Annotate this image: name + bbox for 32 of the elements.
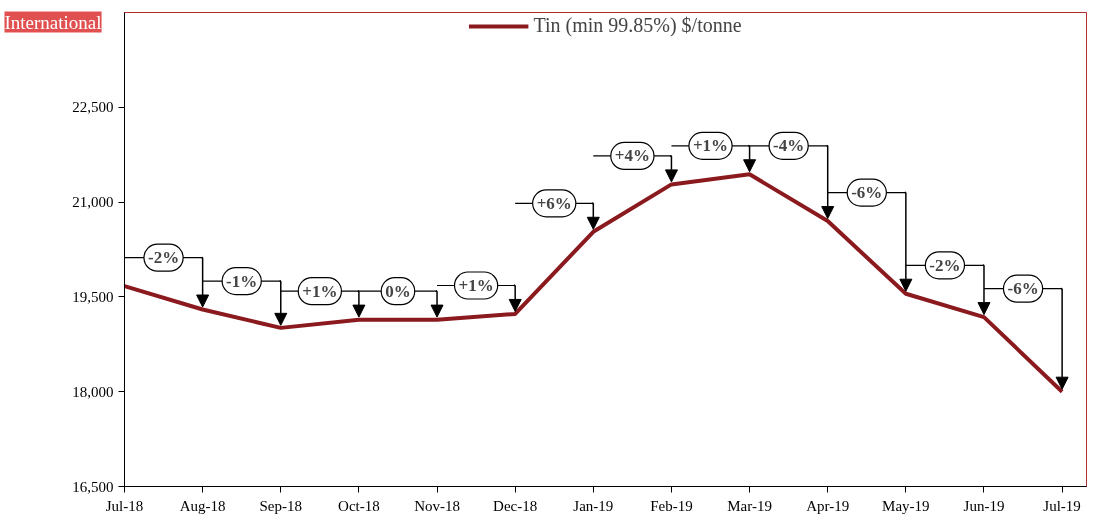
- annotation: 0%: [385, 281, 411, 301]
- y-tick-label: 22,500: [72, 99, 114, 116]
- x-tick-label: Jun-19: [963, 497, 1005, 514]
- x-tick-label: Jan-19: [573, 497, 614, 514]
- x-tick-label: Aug-18: [179, 497, 226, 514]
- annotation: -2%: [147, 248, 180, 268]
- legend-label: Tin (min 99.85%) $/tonne: [533, 14, 742, 37]
- x-tick-label: Jul-19: [1043, 497, 1081, 514]
- x-tick-label: Sep-18: [259, 497, 303, 514]
- annotation: +1%: [692, 136, 729, 156]
- x-tick-label: Oct-18: [338, 497, 380, 514]
- annotation: -1%: [226, 271, 258, 291]
- y-tick-label: 21,000: [72, 194, 114, 211]
- chart-title: International: [4, 11, 102, 33]
- annotation: -4%: [773, 136, 805, 156]
- y-tick-label: 18,000: [72, 383, 114, 400]
- x-tick-label: Nov-18: [414, 497, 460, 514]
- annotation: +1%: [458, 276, 494, 296]
- x-tick-label: Dec-18: [493, 497, 538, 514]
- annotation: -6%: [851, 183, 883, 203]
- x-tick-label: Mar-19: [727, 497, 772, 514]
- y-tick-label: 19,500: [72, 288, 114, 305]
- x-tick-label: Jul-18: [105, 497, 144, 514]
- x-tick-label: Feb-19: [650, 497, 693, 514]
- annotation: +4%: [614, 146, 650, 166]
- y-tick-label: 16,500: [72, 478, 114, 495]
- annotation: +1%: [302, 281, 338, 301]
- annotation: +6%: [536, 193, 572, 213]
- x-tick-label: Apr-19: [806, 497, 850, 514]
- annotation: -2%: [929, 255, 961, 275]
- annotation: -6%: [1007, 279, 1039, 299]
- x-tick-label: May-19: [882, 497, 930, 514]
